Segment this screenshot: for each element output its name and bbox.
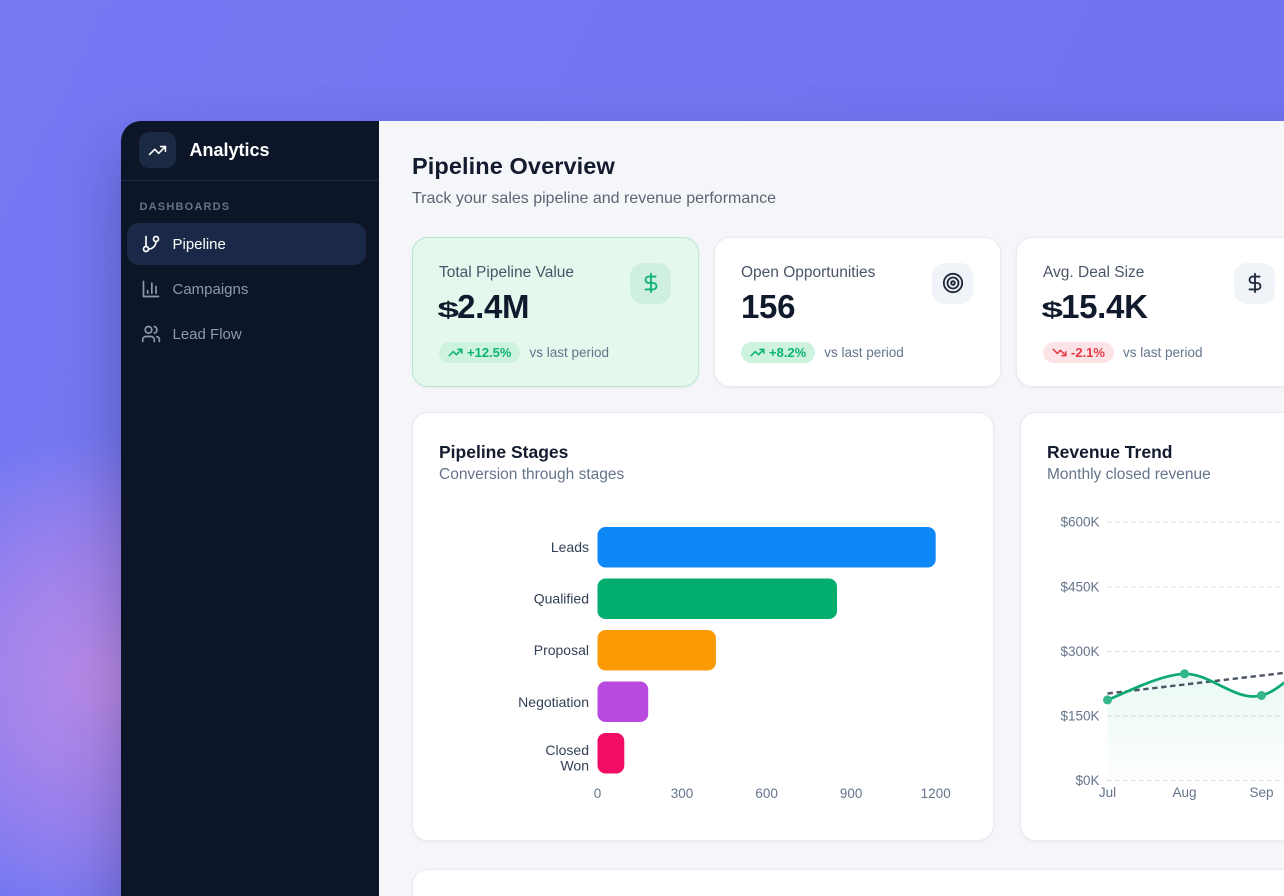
svg-text:$0K: $0K — [1075, 773, 1099, 788]
svg-text:Aug: Aug — [1172, 785, 1196, 800]
svg-text:Closed: Closed — [545, 742, 589, 758]
svg-text:600: 600 — [755, 786, 778, 801]
svg-text:Negotiation: Negotiation — [518, 694, 589, 710]
svg-text:Sep: Sep — [1249, 785, 1273, 800]
svg-text:0: 0 — [594, 786, 602, 801]
svg-text:$450K: $450K — [1060, 579, 1099, 594]
svg-text:900: 900 — [840, 786, 863, 801]
svg-text:Jul: Jul — [1099, 785, 1116, 800]
svg-text:Leads: Leads — [551, 539, 589, 555]
svg-text:$300K: $300K — [1060, 644, 1099, 659]
svg-text:Won: Won — [560, 757, 589, 773]
svg-text:1200: 1200 — [921, 786, 951, 801]
svg-text:$600K: $600K — [1060, 514, 1099, 529]
svg-text:Qualified: Qualified — [534, 590, 589, 606]
svg-text:300: 300 — [671, 786, 694, 801]
svg-text:Proposal: Proposal — [534, 642, 589, 658]
svg-text:$150K: $150K — [1060, 708, 1099, 723]
